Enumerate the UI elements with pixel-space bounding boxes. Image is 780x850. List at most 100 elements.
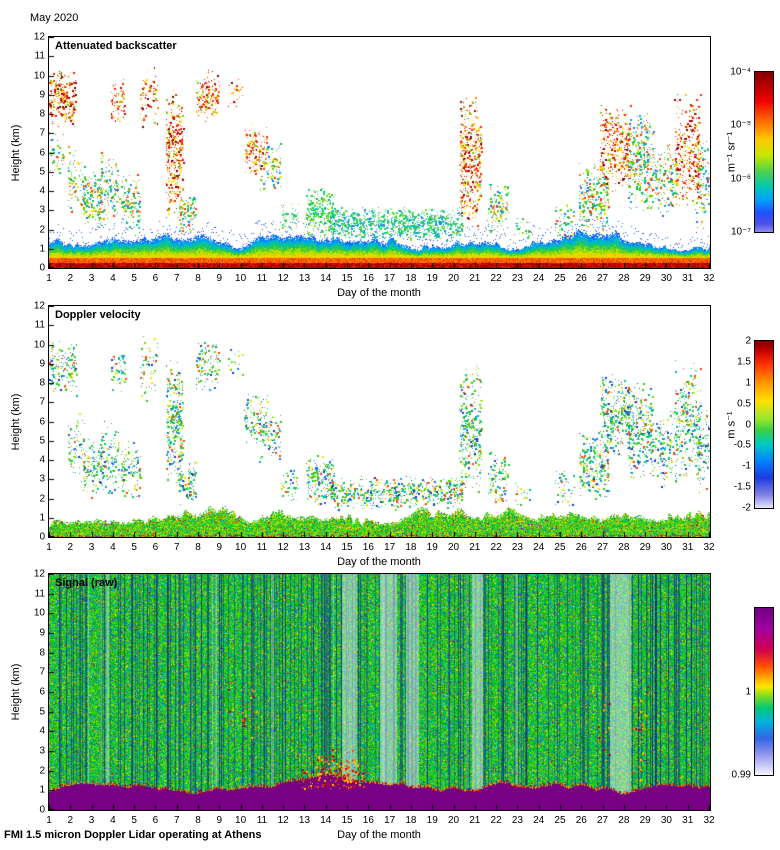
x-tick-label: 17: [384, 542, 396, 553]
x-tick-label: 11: [256, 273, 268, 284]
colorbar-signal: [754, 607, 774, 776]
x-tick-label: 7: [173, 542, 180, 553]
colorbar-tick-label: 0.5: [737, 398, 751, 410]
x-tick-label: 29: [639, 273, 651, 284]
x-tick-label: 16: [362, 273, 374, 284]
x-tick-label: 31: [682, 273, 694, 284]
backscatter-heatmap-canvas: [49, 37, 710, 268]
velocity-heatmap-canvas: [49, 306, 710, 537]
x-tick-label: 4: [110, 542, 116, 553]
x-tick-label: 9: [216, 273, 223, 284]
x-tick-label: 23: [511, 273, 523, 284]
x-tick-label: 3: [88, 815, 95, 826]
x-tick-label: 21: [469, 542, 481, 553]
y-tick-label: 2: [39, 493, 45, 504]
y-tick-label: 0: [39, 804, 45, 816]
x-tick-label: 17: [384, 273, 396, 284]
colorbar-unit-label: m s⁻¹: [725, 410, 738, 439]
x-tick-label: 18: [405, 815, 417, 826]
x-axis-label: Day of the month: [337, 556, 421, 568]
x-tick-label: 27: [596, 542, 609, 553]
y-tick-label: 12: [33, 300, 45, 312]
colorbar-unit-label: m⁻¹ sr⁻¹: [725, 131, 738, 173]
x-tick-label: 3: [88, 542, 95, 553]
x-tick-label: 32: [703, 273, 715, 284]
y-tick-label: 8: [39, 647, 45, 659]
x-tick-label: 1: [46, 542, 52, 553]
colorbar-tick-label: 0: [745, 419, 751, 430]
x-tick-label: 15: [341, 542, 353, 553]
colorbar-tick-label: -1: [742, 460, 751, 472]
x-tick-label: 1: [46, 273, 52, 284]
x-tick-label: 10: [235, 273, 247, 284]
x-tick-label: 14: [320, 273, 332, 284]
x-tick-label: 19: [426, 815, 438, 826]
x-tick-label: 2: [67, 542, 74, 553]
x-tick-label: 16: [362, 815, 374, 826]
x-tick-label: 24: [533, 542, 545, 553]
x-tick-label: 1: [46, 815, 52, 826]
x-tick-label: 10: [235, 542, 247, 553]
y-tick-label: 4: [39, 725, 45, 737]
x-tick-label: 28: [618, 273, 630, 284]
y-tick-label: 6: [39, 416, 45, 427]
y-axis-label: Height (km): [10, 124, 22, 181]
x-tick-label: 12: [277, 815, 289, 826]
x-tick-label: 8: [195, 273, 201, 284]
plot-area-backscatter: Attenuated backscatter: [48, 36, 711, 269]
x-tick-label: 8: [195, 815, 201, 826]
x-tick-label: 4: [110, 273, 116, 284]
y-tick-label: 11: [34, 50, 45, 62]
signal-heatmap-canvas: [49, 574, 710, 810]
colorbar-tick-label: 10⁻⁴: [730, 66, 751, 78]
x-tick-label: 8: [195, 542, 201, 553]
y-tick-label: 3: [39, 745, 45, 757]
y-tick-label: 1: [39, 512, 45, 524]
x-tick-label: 7: [173, 815, 180, 826]
x-tick-label: 21: [469, 273, 481, 284]
y-tick-label: 8: [39, 108, 45, 120]
y-tick-label: 0: [39, 262, 45, 274]
x-tick-label: 13: [298, 273, 311, 284]
y-tick-label: 11: [34, 319, 45, 331]
y-tick-label: 2: [39, 765, 45, 777]
plot-area-velocity: Doppler velocity: [48, 305, 711, 538]
y-tick-label: 7: [39, 666, 45, 678]
y-tick-label: 1: [39, 784, 45, 796]
x-tick-label: 27: [596, 273, 609, 284]
x-tick-label: 6: [152, 273, 159, 284]
x-tick-label: 25: [554, 815, 566, 826]
x-tick-label: 10: [235, 815, 247, 826]
x-tick-label: 20: [447, 273, 460, 284]
y-tick-label: 1: [39, 243, 45, 255]
panel-title: Attenuated backscatter: [55, 40, 177, 52]
x-tick-label: 31: [682, 542, 694, 553]
colorbar-tick-label: -1.5: [733, 481, 751, 493]
x-tick-label: 25: [554, 542, 566, 553]
y-tick-label: 10: [33, 607, 45, 619]
x-tick-label: 23: [511, 542, 523, 553]
x-tick-label: 27: [596, 815, 609, 826]
y-tick-label: 12: [33, 568, 45, 580]
x-tick-label: 15: [341, 815, 353, 826]
y-axis-label: Height (km): [10, 393, 22, 450]
x-tick-label: 24: [533, 273, 545, 284]
x-tick-label: 31: [682, 815, 694, 826]
x-tick-label: 5: [131, 542, 137, 553]
colorbar-tick-label: 10⁻⁶: [730, 173, 751, 185]
colorbar-tick-label: 10⁻⁵: [730, 119, 751, 131]
x-tick-label: 20: [447, 815, 460, 826]
x-tick-label: 30: [660, 815, 672, 826]
x-tick-label: 20: [447, 542, 460, 553]
y-tick-label: 7: [39, 127, 45, 139]
y-tick-label: 7: [39, 396, 45, 408]
x-tick-label: 22: [490, 815, 502, 826]
x-tick-label: 32: [703, 542, 715, 553]
y-tick-label: 6: [39, 147, 45, 158]
y-tick-label: 9: [39, 627, 45, 639]
y-tick-label: 4: [39, 454, 45, 466]
x-tick-label: 11: [256, 542, 268, 553]
x-tick-label: 9: [216, 542, 223, 553]
x-tick-label: 6: [152, 815, 159, 826]
